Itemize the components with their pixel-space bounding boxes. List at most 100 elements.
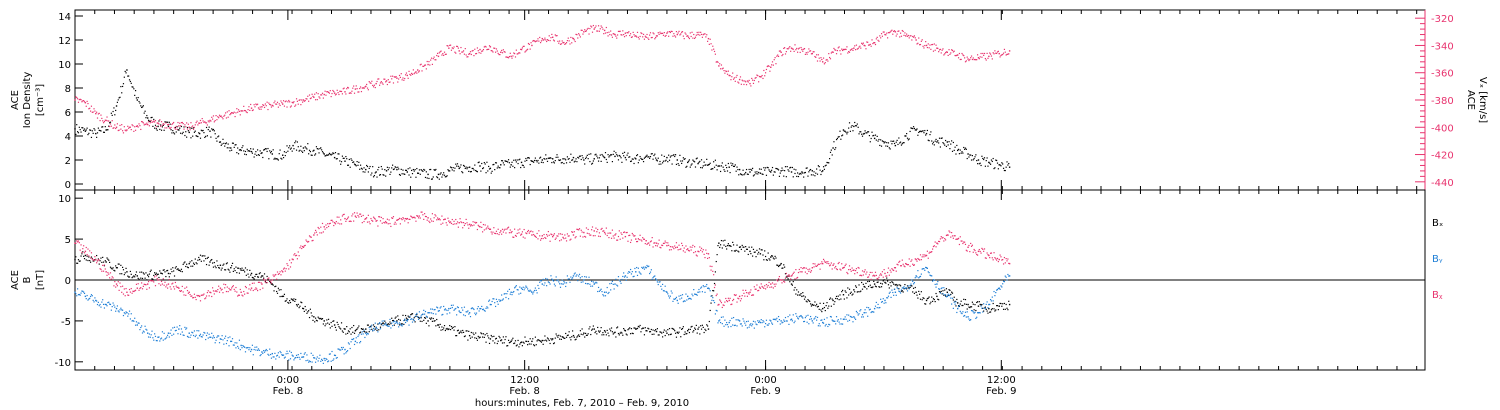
bz-sample xyxy=(456,221,459,223)
by-sample xyxy=(989,303,991,306)
velocity-sample xyxy=(322,97,324,99)
bx-point xyxy=(302,307,305,310)
velocity-sample xyxy=(591,26,593,28)
density-sample xyxy=(873,134,875,137)
by-sample xyxy=(474,312,476,314)
density-sample xyxy=(628,156,630,158)
bx-sample xyxy=(522,341,524,343)
bx-sample xyxy=(146,279,148,281)
velocity-sample xyxy=(109,125,111,128)
velocity-sample xyxy=(954,54,956,57)
bz-sample xyxy=(549,240,551,242)
by-sample xyxy=(232,344,234,346)
velocity-sample xyxy=(598,30,601,32)
bx-sample xyxy=(873,280,875,283)
velocity-sample xyxy=(370,82,372,84)
density-sample xyxy=(962,152,964,154)
density-sample xyxy=(658,163,660,165)
bx-sample xyxy=(809,300,811,303)
by-sample xyxy=(349,347,351,350)
bx-sample xyxy=(626,334,628,336)
velocity-sample xyxy=(494,47,496,49)
by-sample xyxy=(980,305,982,307)
bx-sample xyxy=(411,313,413,315)
density-sample xyxy=(910,127,912,129)
velocity-sample xyxy=(92,111,94,113)
by-sample xyxy=(559,286,562,288)
by-sample xyxy=(214,342,216,344)
by-sample xyxy=(378,323,380,325)
velocity-sample xyxy=(729,75,731,77)
bx-sample xyxy=(554,337,556,339)
by-point xyxy=(146,332,149,334)
bz-sample xyxy=(433,217,435,219)
top-left-tick-label: 10 xyxy=(58,60,71,71)
density-sample xyxy=(377,169,379,171)
by-sample xyxy=(605,291,607,293)
bz-sample xyxy=(281,270,283,272)
by-sample xyxy=(398,326,400,328)
velocity-point xyxy=(489,46,492,48)
bx-sample xyxy=(755,256,757,258)
density-sample xyxy=(803,172,806,174)
by-sample xyxy=(161,331,164,333)
by-sample xyxy=(255,349,257,351)
density-sample xyxy=(901,143,903,145)
bx-sample xyxy=(798,294,800,296)
bx-sample xyxy=(889,281,891,284)
by-sample xyxy=(680,294,682,297)
density-point xyxy=(977,159,980,161)
by-point xyxy=(84,295,87,298)
velocity-sample xyxy=(679,34,681,36)
velocity-sample xyxy=(91,111,93,113)
velocity-sample xyxy=(618,30,620,33)
bz-sample xyxy=(507,226,510,228)
velocity-sample xyxy=(482,48,485,51)
by-sample xyxy=(533,291,535,293)
density-sample xyxy=(990,159,993,161)
bz-sample xyxy=(488,227,490,229)
velocity-sample xyxy=(422,65,424,67)
bx-sample xyxy=(474,337,476,339)
bx-sample xyxy=(611,331,614,333)
density-sample xyxy=(648,156,650,158)
density-sample xyxy=(310,154,312,156)
by-point xyxy=(925,267,928,269)
bx-sample xyxy=(671,327,673,330)
by-sample xyxy=(607,292,609,295)
by-sample xyxy=(196,330,198,332)
velocity-sample xyxy=(910,35,912,37)
velocity-point xyxy=(271,104,274,107)
bx-sample xyxy=(154,272,156,274)
bx-sample xyxy=(903,288,905,290)
velocity-sample xyxy=(692,37,694,39)
density-sample xyxy=(462,164,465,167)
bx-sample xyxy=(939,291,941,293)
bx-point xyxy=(603,330,606,332)
by-sample xyxy=(269,348,271,350)
velocity-point xyxy=(157,122,159,124)
by-sample xyxy=(877,303,879,306)
velocity-sample xyxy=(974,58,976,61)
bz-sample xyxy=(122,293,125,295)
by-sample xyxy=(694,293,696,295)
velocity-sample xyxy=(805,52,807,54)
by-point xyxy=(115,307,118,310)
by-sample xyxy=(472,307,474,310)
by-sample xyxy=(787,316,789,318)
bx-sample xyxy=(111,268,113,270)
density-sample xyxy=(691,163,693,165)
density-sample xyxy=(737,168,739,171)
velocity-sample xyxy=(753,79,755,82)
density-sample xyxy=(89,129,92,131)
bz-sample xyxy=(328,223,331,225)
bz-sample xyxy=(440,223,442,225)
bx-sample xyxy=(220,269,222,271)
velocity-sample xyxy=(745,81,747,83)
bz-sample xyxy=(128,294,130,296)
velocity-sample xyxy=(706,34,708,36)
density-sample xyxy=(608,156,610,158)
by-sample xyxy=(493,298,495,300)
bz-sample xyxy=(171,283,173,285)
velocity-sample xyxy=(733,77,736,79)
